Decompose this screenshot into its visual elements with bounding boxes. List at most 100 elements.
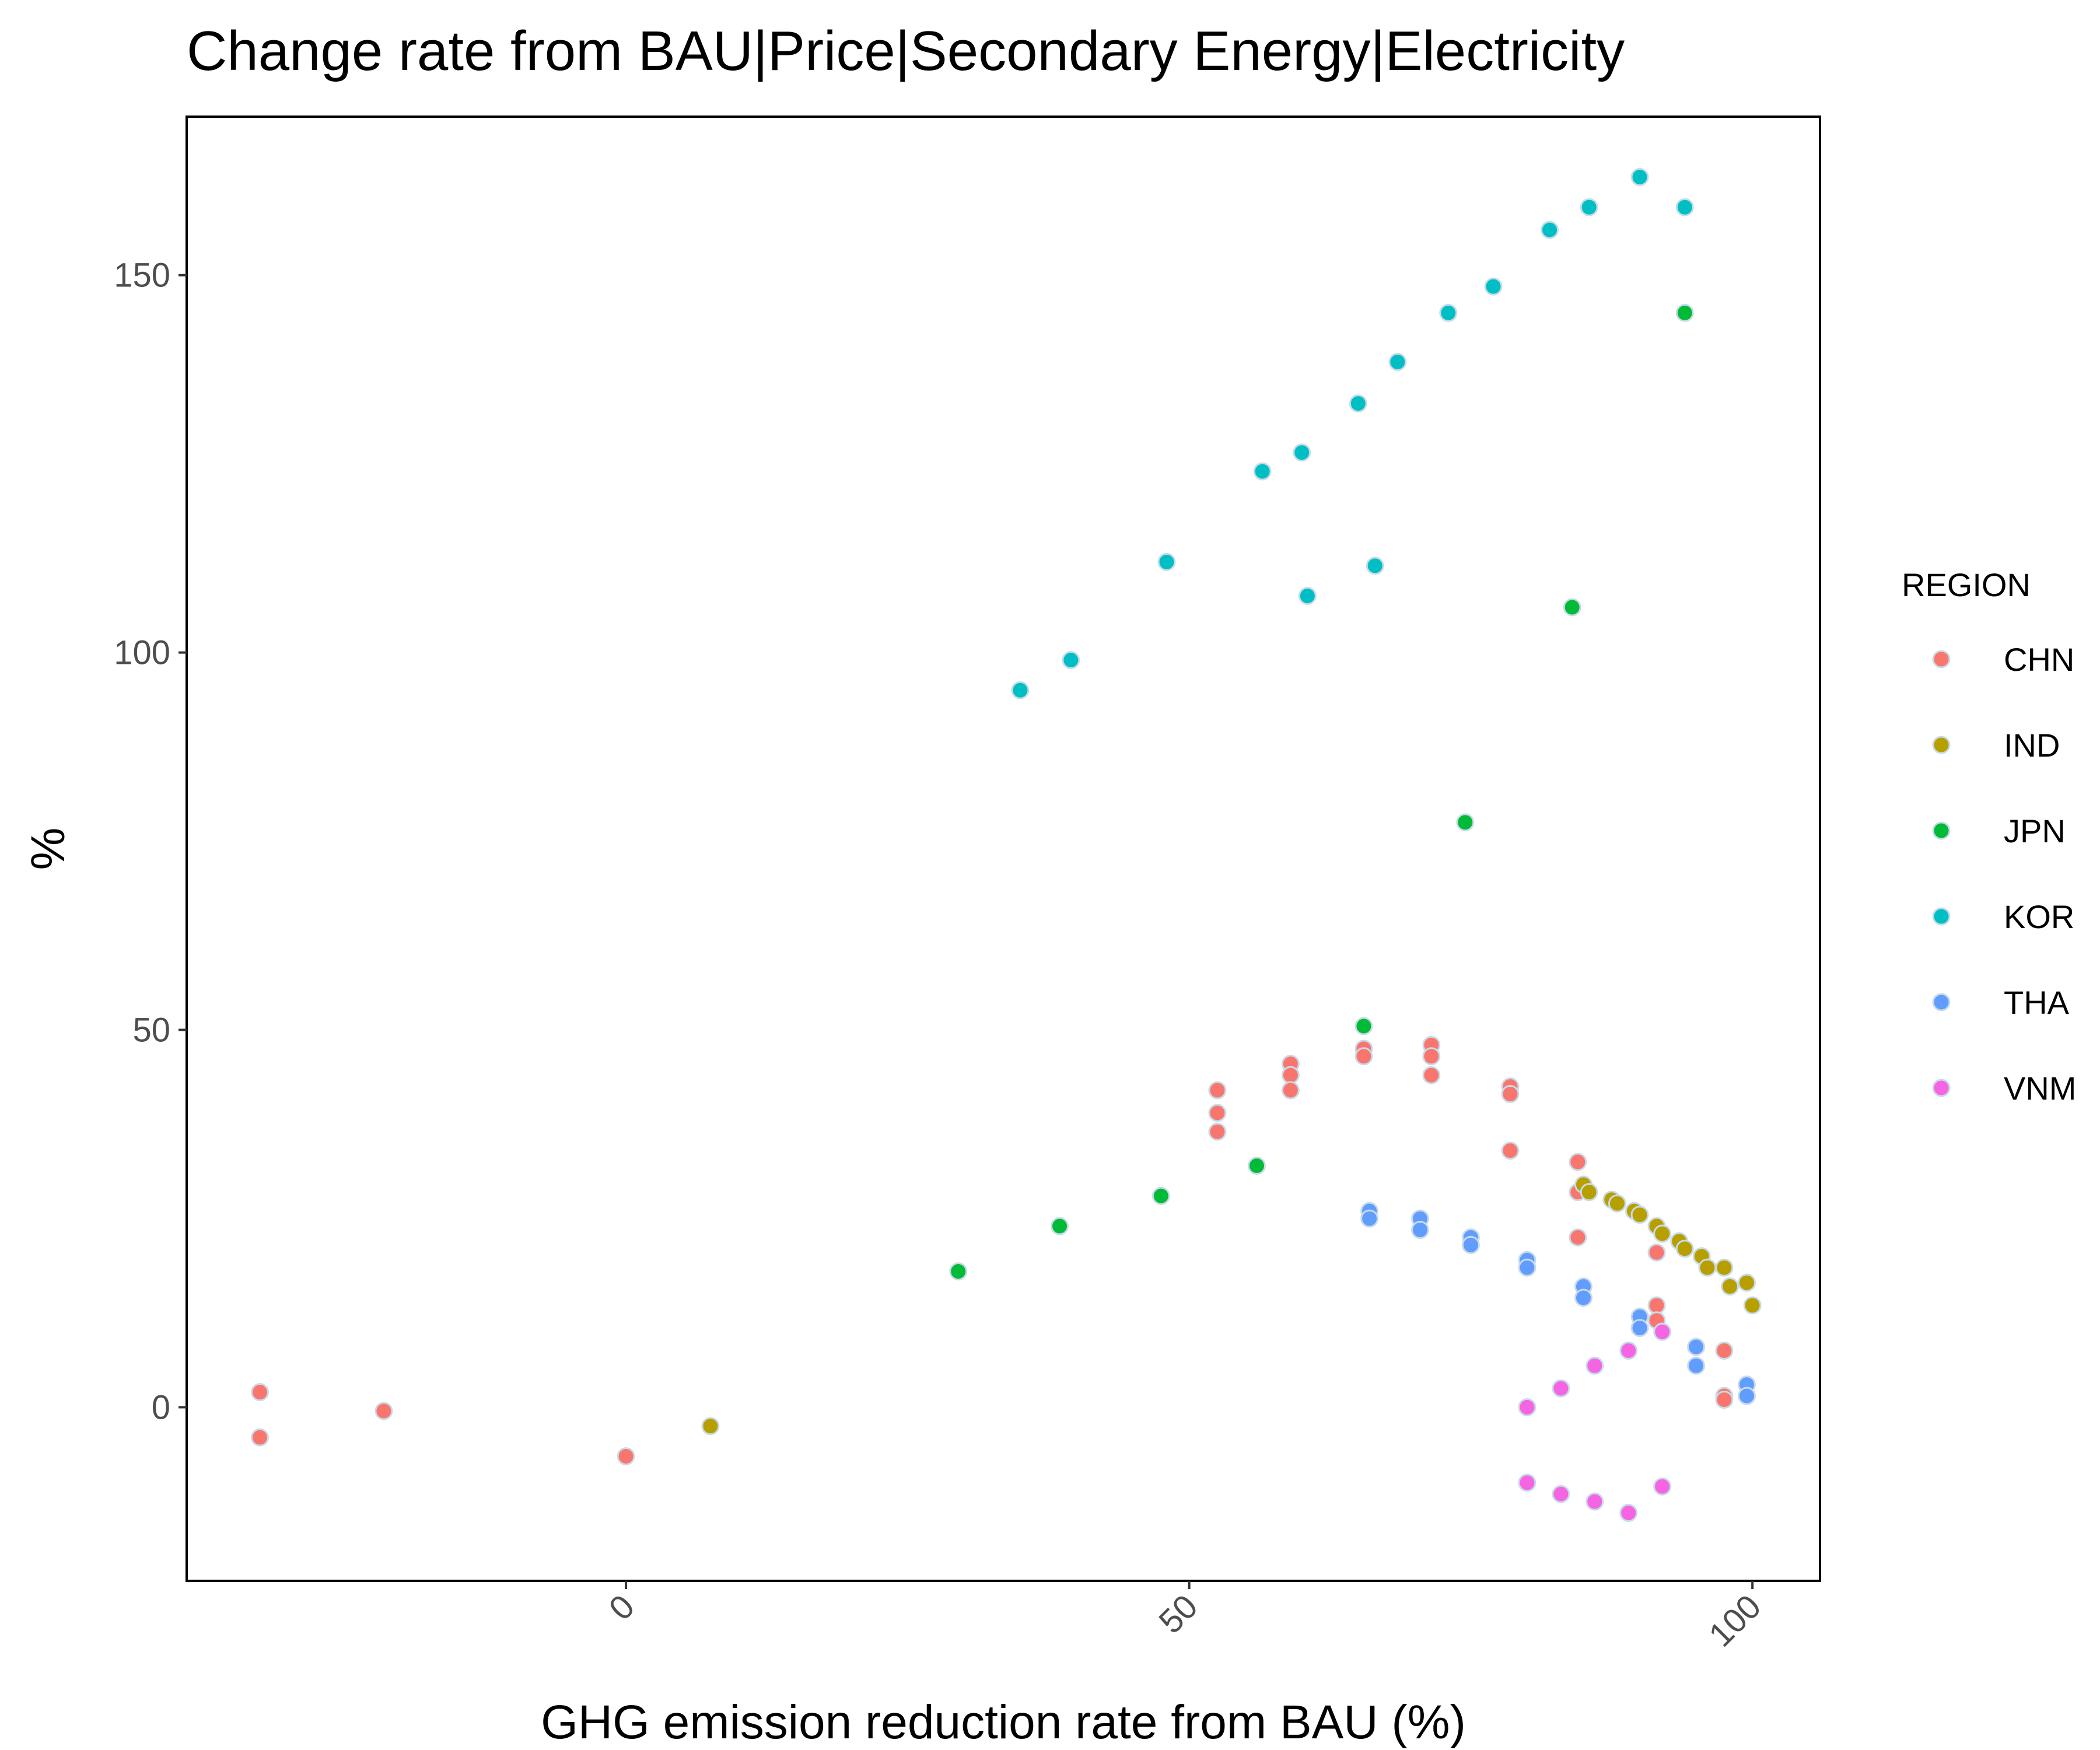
point-tha xyxy=(1687,1338,1706,1356)
point-kor xyxy=(1253,462,1272,481)
point-tha xyxy=(1574,1289,1592,1307)
point-tha xyxy=(1687,1356,1706,1375)
legend-key-tha xyxy=(1932,993,1951,1012)
point-tha xyxy=(1410,1220,1429,1239)
y-tick-label: 50 xyxy=(132,1012,170,1049)
point-ind xyxy=(1580,1183,1598,1202)
point-vnm xyxy=(1586,1356,1604,1375)
point-chn xyxy=(617,1447,635,1466)
point-vnm xyxy=(1586,1492,1604,1511)
legend-key-jpn xyxy=(1932,821,1951,840)
point-kor xyxy=(1484,277,1503,296)
point-tha xyxy=(1461,1236,1480,1254)
point-jpn xyxy=(1354,1017,1373,1035)
chart-title: Change rate from BAU|Price|Secondary Ene… xyxy=(187,20,1625,82)
legend-key-ind xyxy=(1932,736,1951,754)
point-kor xyxy=(1062,651,1080,670)
legend: REGION CHN IND JPN KOR THA VNM xyxy=(1902,566,2076,1107)
legend-label-chn: CHN xyxy=(2004,641,2074,678)
legend-label-ind: IND xyxy=(2004,727,2060,764)
point-kor xyxy=(1349,394,1367,413)
legend-key-kor xyxy=(1932,907,1951,926)
point-vnm xyxy=(1518,1474,1536,1492)
point-chn xyxy=(251,1428,270,1447)
y-tick-label: 0 xyxy=(152,1388,170,1426)
point-chn xyxy=(1501,1142,1520,1160)
point-chn xyxy=(1569,1228,1587,1247)
point-jpn xyxy=(1675,303,1694,322)
point-ind xyxy=(1698,1258,1717,1277)
point-kor xyxy=(1157,552,1176,571)
point-chn xyxy=(1354,1047,1373,1066)
point-vnm xyxy=(1552,1379,1570,1398)
point-jpn xyxy=(1563,598,1581,617)
legend-label-kor: KOR xyxy=(2004,898,2074,935)
point-ind xyxy=(1721,1277,1740,1296)
point-chn xyxy=(1281,1066,1300,1084)
point-kor xyxy=(1388,352,1407,371)
y-axis: 0 50 100 150 xyxy=(114,257,187,1426)
point-vnm xyxy=(1653,1322,1672,1341)
point-chn xyxy=(251,1383,270,1402)
point-ind xyxy=(1653,1224,1672,1243)
point-chn xyxy=(1208,1104,1227,1122)
point-chn xyxy=(1422,1066,1441,1084)
x-axis: 0 50 100 xyxy=(602,1581,1768,1654)
point-ind xyxy=(1715,1258,1734,1277)
point-chn xyxy=(1501,1084,1520,1103)
point-chn xyxy=(1647,1296,1666,1315)
point-chn xyxy=(1647,1243,1666,1262)
point-kor xyxy=(1541,220,1559,239)
legend-label-tha: THA xyxy=(2004,984,2070,1021)
point-tha xyxy=(1518,1258,1536,1277)
point-chn xyxy=(1208,1081,1227,1100)
point-ind xyxy=(1608,1194,1626,1213)
point-vnm xyxy=(1518,1398,1536,1416)
point-chn xyxy=(1422,1047,1441,1066)
point-ind xyxy=(1743,1296,1762,1315)
point-chn xyxy=(1715,1390,1734,1409)
legend-label-vnm: VNM xyxy=(2004,1070,2076,1107)
legend-title: REGION xyxy=(1902,566,2031,603)
point-kor xyxy=(1298,587,1317,606)
point-ind xyxy=(701,1417,720,1436)
point-vnm xyxy=(1619,1504,1638,1522)
x-tick-label: 100 xyxy=(1702,1587,1768,1654)
x-tick-label: 50 xyxy=(1152,1587,1205,1641)
point-jpn xyxy=(1051,1217,1069,1236)
x-tick-label: 0 xyxy=(602,1587,642,1628)
legend-key-chn xyxy=(1932,650,1951,668)
point-chn xyxy=(1715,1341,1734,1360)
x-axis-title: GHG emission reduction rate from BAU (%) xyxy=(541,1696,1466,1749)
point-jpn xyxy=(1456,813,1475,832)
point-chn xyxy=(1281,1081,1300,1100)
point-chn xyxy=(1208,1122,1227,1141)
point-kor xyxy=(1630,168,1649,187)
point-tha xyxy=(1630,1319,1649,1338)
point-chn xyxy=(1569,1153,1587,1171)
point-ind xyxy=(1675,1240,1694,1258)
point-vnm xyxy=(1552,1485,1570,1503)
point-tha xyxy=(1737,1387,1756,1405)
y-tick-label: 100 xyxy=(114,634,170,672)
point-kor xyxy=(1293,443,1311,462)
legend-label-jpn: JPN xyxy=(2004,813,2066,849)
point-kor xyxy=(1675,198,1694,216)
point-kor xyxy=(1011,681,1030,699)
point-ind xyxy=(1630,1206,1649,1224)
point-jpn xyxy=(1152,1186,1170,1205)
point-kor xyxy=(1366,556,1384,575)
point-jpn xyxy=(949,1262,968,1281)
legend-key-vnm xyxy=(1932,1079,1951,1097)
data-points xyxy=(251,168,1762,1522)
y-axis-title: % xyxy=(22,828,75,870)
point-kor xyxy=(1439,303,1458,322)
point-vnm xyxy=(1619,1341,1638,1360)
plot-panel xyxy=(186,116,1821,1582)
point-tha xyxy=(1360,1209,1379,1228)
point-ind xyxy=(1737,1273,1756,1292)
y-tick-label: 150 xyxy=(114,257,170,295)
point-kor xyxy=(1580,198,1598,216)
point-jpn xyxy=(1247,1156,1266,1175)
